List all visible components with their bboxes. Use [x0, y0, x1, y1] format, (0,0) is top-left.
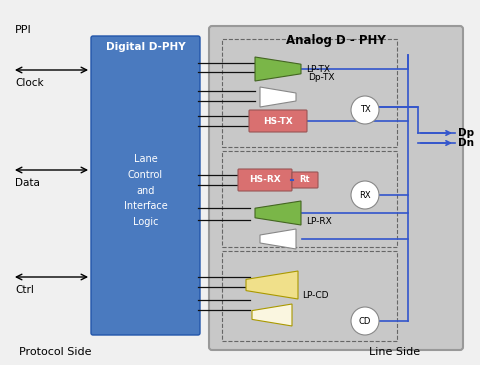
Text: HS-TX: HS-TX: [263, 116, 293, 126]
Text: LP-RX: LP-RX: [306, 218, 332, 227]
Text: LP-CD: LP-CD: [302, 291, 328, 300]
FancyBboxPatch shape: [209, 26, 463, 350]
Text: RX: RX: [359, 191, 371, 200]
Text: PPI: PPI: [15, 25, 32, 35]
Text: Data: Data: [15, 178, 40, 188]
Text: TX: TX: [360, 105, 371, 115]
Polygon shape: [246, 271, 298, 299]
Polygon shape: [255, 57, 301, 81]
Text: Digital D-PHY: Digital D-PHY: [106, 42, 185, 52]
Polygon shape: [255, 201, 301, 225]
Text: Dp: Dp: [458, 128, 474, 138]
Polygon shape: [260, 87, 296, 107]
Text: Protocol Side: Protocol Side: [19, 347, 91, 357]
Circle shape: [351, 307, 379, 335]
Polygon shape: [260, 229, 296, 249]
FancyBboxPatch shape: [91, 36, 200, 335]
Circle shape: [351, 181, 379, 209]
Text: Analog D - PHY: Analog D - PHY: [286, 34, 386, 47]
Text: Dp-TX: Dp-TX: [308, 73, 335, 81]
Text: Lane
Control
and
Interface
Logic: Lane Control and Interface Logic: [124, 154, 168, 227]
Text: Ctrl: Ctrl: [15, 285, 34, 295]
Text: CD: CD: [359, 316, 371, 326]
Bar: [222, 39, 397, 147]
Text: Dn: Dn: [458, 138, 474, 148]
Bar: [222, 151, 397, 247]
Text: Rt: Rt: [300, 176, 310, 184]
Text: LP-TX: LP-TX: [306, 65, 330, 74]
Text: Line Side: Line Side: [370, 347, 420, 357]
FancyBboxPatch shape: [238, 169, 292, 191]
Text: Clock: Clock: [15, 78, 44, 88]
Polygon shape: [252, 304, 292, 326]
Bar: [222, 251, 397, 341]
FancyBboxPatch shape: [292, 172, 318, 188]
Text: HS-RX: HS-RX: [249, 176, 281, 184]
Circle shape: [351, 96, 379, 124]
FancyBboxPatch shape: [249, 110, 307, 132]
